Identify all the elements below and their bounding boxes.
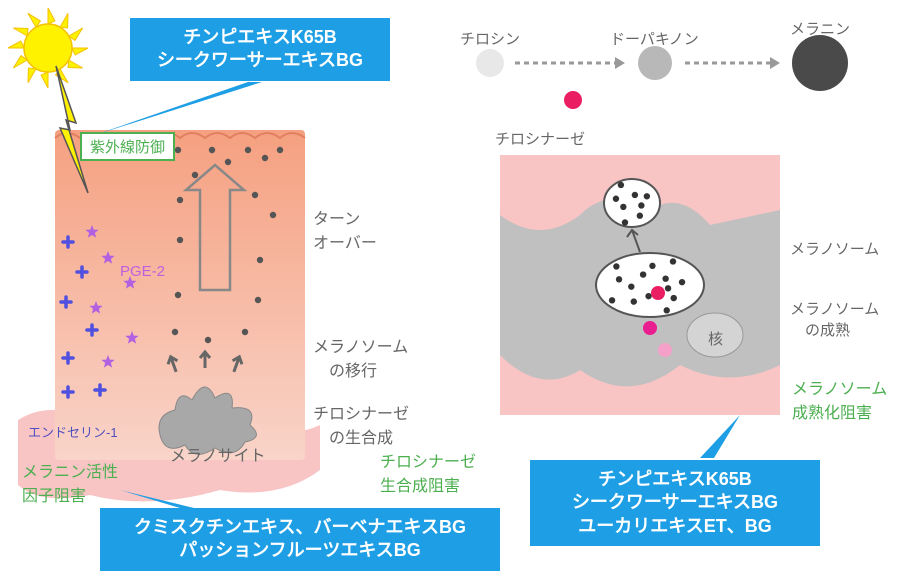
label-melanosome_mature: メラノソーム の成熟 — [790, 298, 879, 340]
melanocyte-cell-diagram — [500, 155, 780, 415]
label-turnover: ターン オーバー — [313, 205, 377, 253]
label-melanin-inhibit: メラニン活性 因子阻害 — [22, 458, 118, 506]
label-tyrosinase-inhibit: チロシナーゼ 生合成阻害 — [380, 448, 476, 496]
label-tyrosinase_bio: チロシナーゼ の生合成 — [313, 400, 409, 448]
sun-icon — [8, 8, 88, 193]
callout-bottomleft-ingredients: クミスクチンエキス、バーベナエキスBG パッションフルーツエキスBG — [100, 508, 500, 571]
label-melanosome-inhibit: メラノソーム 成熟化阻害 — [792, 375, 887, 423]
label-melanin: メラニン — [790, 18, 850, 39]
label-tyrosinase2: チロシナーゼ — [495, 128, 585, 149]
label-melanosome_move: メラノソーム の移行 — [313, 333, 408, 381]
label-dopaquinone: ドーパキノン — [610, 28, 699, 49]
skin-section-diagram — [18, 130, 320, 501]
label-nucleus: 核 — [708, 328, 723, 349]
label-melanosome: メラノソーム — [790, 238, 879, 259]
label-uv-defense: 紫外線防御 — [80, 132, 175, 161]
label-pge2: PGE-2 — [120, 263, 165, 280]
callout-top-ingredients: チンピエキスK65B シークワーサーエキスBG — [130, 18, 390, 81]
label-endothelin: エンドセリン-1 — [28, 422, 118, 441]
callout-bottomright-ingredients: チンピエキスK65B シークワーサーエキスBG ユーカリエキスET、BG — [530, 460, 820, 546]
label-tyrosine: チロシン — [460, 28, 520, 49]
label-melanocyte: メラノサイト — [170, 442, 266, 466]
